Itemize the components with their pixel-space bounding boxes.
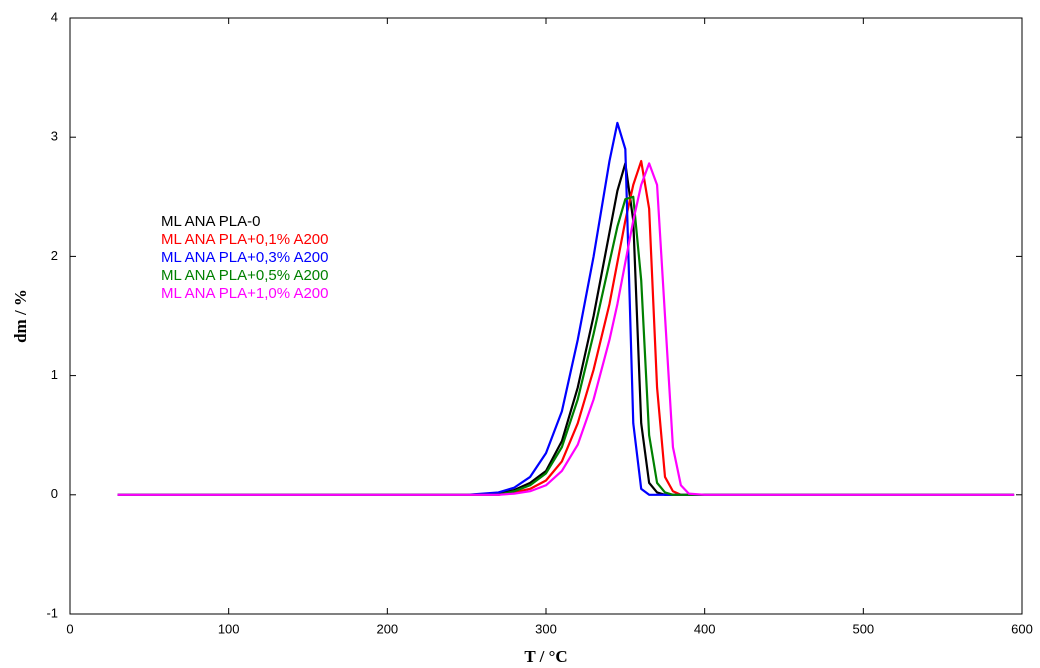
x-tick-label: 100 xyxy=(218,621,240,636)
legend-entry: ML ANA PLA-0 xyxy=(161,213,261,230)
x-tick-label: 600 xyxy=(1011,621,1033,636)
legend-entry: ML ANA PLA+0,5% A200 xyxy=(161,267,328,284)
series-line xyxy=(117,159,1015,496)
y-tick-label: 1 xyxy=(51,367,58,382)
y-tick-label: 2 xyxy=(51,248,58,263)
legend-entry: ML ANA PLA+0,3% A200 xyxy=(161,249,328,266)
y-tick-label: 3 xyxy=(51,129,58,144)
series-line xyxy=(117,121,1015,496)
y-tick-label: -1 xyxy=(46,605,58,620)
x-tick-label: 0 xyxy=(66,621,73,636)
legend-entry: ML ANA PLA+1,0% A200 xyxy=(161,285,328,302)
x-tick-label: 400 xyxy=(694,621,716,636)
plot-frame xyxy=(69,17,1023,615)
y-tick-label: 0 xyxy=(51,486,58,501)
y-tick-label: 4 xyxy=(51,9,58,24)
x-tick-label: 300 xyxy=(535,621,557,636)
legend-entry: ML ANA PLA+0,1% A200 xyxy=(161,231,328,248)
x-tick-label: 200 xyxy=(376,621,398,636)
y-axis-label: dm / % xyxy=(11,289,30,343)
series-line xyxy=(117,162,1015,496)
x-tick-label: 500 xyxy=(852,621,874,636)
x-axis-label: T / °C xyxy=(524,647,567,666)
